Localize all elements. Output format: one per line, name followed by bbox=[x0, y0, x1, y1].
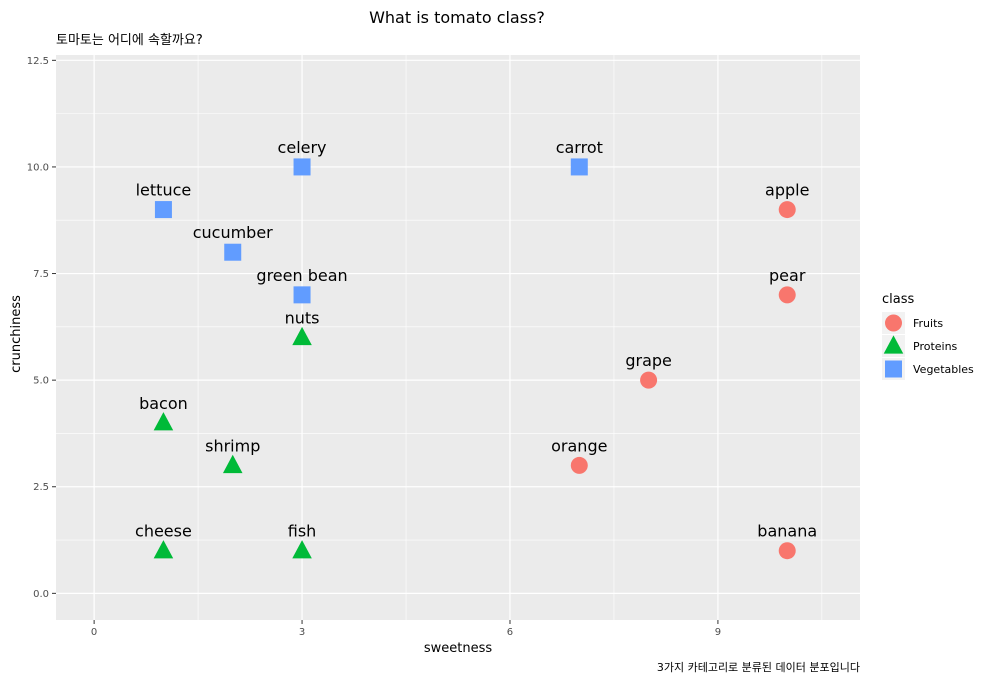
data-point-celery bbox=[293, 158, 311, 176]
y-tick-label: 5.0 bbox=[33, 376, 49, 387]
data-label-grape: grape bbox=[625, 351, 672, 370]
x-axis-title: sweetness bbox=[424, 641, 493, 656]
chart-caption: 3가지 카테고리로 분류된 데이터 분포입니다 bbox=[657, 661, 860, 674]
y-tick-label: 7.5 bbox=[33, 269, 49, 280]
x-tick-label: 0 bbox=[91, 627, 97, 638]
data-label-celery: celery bbox=[278, 138, 327, 157]
data-point-orange bbox=[570, 456, 588, 474]
data-points bbox=[153, 158, 796, 560]
y-tick-label: 10.0 bbox=[27, 162, 49, 173]
x-tick-label: 9 bbox=[715, 627, 721, 638]
legend-label-fruits: Fruits bbox=[913, 317, 943, 330]
chart-title: What is tomato class? bbox=[369, 8, 545, 27]
data-label-cucumber: cucumber bbox=[193, 223, 273, 242]
chart-subtitle: 토마토는 어디에 속할까요? bbox=[56, 33, 203, 48]
data-label-carrot: carrot bbox=[556, 138, 603, 157]
legend-label-vegetables: Vegetables bbox=[913, 363, 974, 376]
y-tick-label: 0.0 bbox=[33, 589, 49, 600]
y-tick-label: 2.5 bbox=[33, 482, 49, 493]
data-point-banana bbox=[778, 542, 796, 560]
plot-panel bbox=[56, 55, 860, 620]
data-point-fish bbox=[292, 540, 312, 559]
x-tick-label: 3 bbox=[299, 627, 305, 638]
y-tick-label: 12.5 bbox=[27, 56, 49, 67]
data-point-apple bbox=[778, 201, 796, 219]
data-point-cucumber bbox=[224, 243, 242, 261]
data-point-nuts bbox=[292, 326, 312, 346]
data-point-shrimp bbox=[222, 454, 243, 474]
data-point-bacon bbox=[153, 412, 174, 431]
legend-key-fruits bbox=[885, 314, 902, 332]
data-point-cheese bbox=[153, 540, 174, 559]
x-tick-label: 6 bbox=[507, 627, 513, 638]
data-point-lettuce bbox=[154, 201, 172, 219]
data-label-orange: orange bbox=[551, 436, 607, 455]
data-point-carrot bbox=[570, 158, 588, 176]
data-label-pear: pear bbox=[769, 266, 806, 285]
data-label-shrimp: shrimp bbox=[205, 436, 260, 455]
data-label-apple: apple bbox=[765, 181, 809, 200]
legend-label-proteins: Proteins bbox=[913, 340, 958, 353]
data-point-pear bbox=[778, 286, 796, 304]
legend-key-proteins bbox=[883, 335, 904, 354]
data-point-grape bbox=[640, 371, 658, 389]
x-axis-ticks: 0 3 6 9 bbox=[91, 620, 721, 638]
data-point-green-bean bbox=[293, 286, 311, 304]
legend-key-vegetables bbox=[885, 360, 902, 378]
legend: class Fruits Proteins Vegetables bbox=[882, 292, 974, 380]
data-label-green-bean: green bean bbox=[256, 266, 347, 285]
data-label-lettuce: lettuce bbox=[136, 181, 192, 200]
y-axis-ticks: 0.0 2.5 5.0 7.5 10.0 12.5 bbox=[27, 56, 56, 600]
data-label-nuts: nuts bbox=[285, 309, 320, 328]
data-label-cheese: cheese bbox=[135, 522, 192, 541]
data-label-fish: fish bbox=[288, 522, 317, 541]
data-label-bacon: bacon bbox=[139, 394, 188, 413]
grid-minor bbox=[56, 55, 860, 620]
y-axis-title: crunchiness bbox=[9, 295, 24, 373]
data-labels: apple pear grape orange banana nuts bacon shrim… bbox=[135, 138, 817, 541]
legend-keys: Fruits Proteins Vegetables bbox=[882, 312, 974, 380]
legend-title: class bbox=[882, 292, 914, 307]
data-label-banana: banana bbox=[757, 522, 817, 541]
